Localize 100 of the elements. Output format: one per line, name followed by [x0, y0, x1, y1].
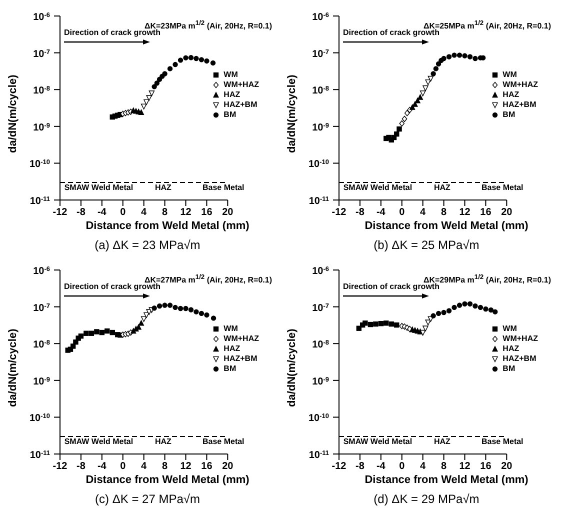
point [167, 302, 173, 308]
text: (d) ΔK = 29 MPa√m [372, 492, 480, 506]
legend-label: BM [502, 110, 516, 120]
y-tick-label: 10$^{-6}$ [312, 266, 330, 277]
legend-label: WM [502, 70, 517, 80]
x-tick-label: -4 [376, 461, 386, 472]
annotation: Direction of crack growth [343, 28, 440, 38]
y-tick-label: 10$^{-8}$ [33, 85, 50, 97]
point [94, 329, 100, 334]
x-tick-label: 20 [222, 207, 234, 218]
x-axis-title: Distance from Weld Metal (mm) [84, 474, 250, 486]
x-tick-label: 12 [180, 207, 192, 218]
legend-label: HAZ+BM [502, 100, 536, 110]
point [422, 85, 428, 92]
y-tick-label: 10$^{-6}$ [312, 12, 330, 23]
point [472, 303, 478, 309]
point [210, 316, 216, 321]
x-tick-label: -4 [97, 207, 107, 218]
annotation: Base Metal [201, 183, 246, 193]
point [356, 326, 362, 331]
x-tick-label: -12 [52, 461, 68, 472]
point [394, 322, 400, 328]
point [140, 316, 147, 322]
point [138, 109, 144, 116]
legend-label: BM [224, 110, 236, 120]
legend-label: HAZ+BM [224, 100, 258, 110]
point [144, 99, 150, 106]
legend-label: HAZ+BM [224, 354, 258, 364]
y-axis-title: da/dN(m/cycle) [286, 328, 298, 407]
annotation: SMAW Weld Metal [342, 183, 414, 193]
legend-label: WM+HAZ [502, 334, 538, 344]
x-tick-label: 4 [420, 461, 426, 472]
x-tick-label: -8 [76, 207, 86, 218]
annotation: HAZ [154, 183, 172, 192]
legend-label: HAZ [502, 90, 520, 100]
point [478, 304, 484, 310]
y-tick-label: 10$^{-8}$ [312, 85, 330, 97]
point [88, 330, 94, 336]
y-tick-label: 10$^{-9}$ [33, 376, 50, 388]
y-tick-label: 10$^{-9}$ [312, 122, 330, 134]
point [456, 52, 462, 58]
x-tick-label: 4 [420, 207, 426, 218]
annotation: Base Metal [480, 437, 524, 447]
x-tick-label: 4 [141, 461, 148, 472]
x-tick-label: 8 [162, 207, 168, 218]
point [462, 301, 468, 306]
point [483, 306, 488, 312]
x-tick-label: -4 [97, 461, 107, 472]
point [198, 310, 204, 316]
point [422, 326, 428, 332]
x-tick-label: 16 [201, 207, 213, 218]
y-axis-title: da/dN(m/cycle) [6, 74, 19, 153]
point [404, 110, 410, 116]
y-tick-label: 10$^{-9}$ [33, 122, 50, 134]
legend-label: HAZ [224, 90, 240, 100]
point [410, 104, 416, 110]
x-tick-label: 16 [480, 207, 492, 218]
x-tick-label: 12 [459, 207, 471, 218]
legend-label: BM [224, 364, 236, 374]
point [441, 310, 446, 316]
legend-label: WM+HAZ [224, 80, 259, 90]
annotation: Direction of crack growth [64, 28, 160, 38]
x-tick-label: 8 [441, 207, 448, 218]
point [162, 302, 168, 308]
point [183, 55, 188, 60]
legend-label: WM+HAZ [502, 80, 538, 90]
point [210, 60, 216, 66]
legend-label: WM [502, 324, 517, 334]
point [436, 61, 442, 66]
point [452, 304, 457, 310]
point [99, 330, 105, 336]
point [78, 333, 84, 339]
x-tick-label: 20 [222, 461, 234, 472]
point [172, 62, 178, 68]
annotation: SMAW Weld Metal [63, 183, 134, 193]
y-tick-label: 10$^{-11}$ [308, 196, 330, 207]
x-tick-label: -12 [332, 207, 347, 218]
point [154, 80, 160, 86]
point [430, 71, 436, 76]
point [488, 307, 494, 313]
y-axis-title: da/dN(m/cycle) [6, 328, 19, 407]
y-tick-label: 10$^{-8}$ [312, 339, 330, 351]
x-tick-label: -12 [332, 461, 347, 472]
point [110, 330, 115, 336]
annotation: HAZ [154, 437, 172, 446]
x-tick-label: 0 [120, 461, 126, 472]
x-tick-label: 0 [120, 207, 126, 218]
legend-label: WM [224, 324, 238, 334]
x-tick-label: 20 [501, 461, 513, 472]
y-tick-label: 10$^{-10}$ [29, 412, 50, 424]
y-tick-label: 10$^{-8}$ [33, 339, 50, 351]
x-tick-label: -8 [76, 461, 86, 472]
point [178, 306, 184, 312]
point [140, 104, 147, 110]
point [492, 309, 498, 314]
x-tick-label: 12 [459, 461, 471, 472]
x-tick-label: 8 [162, 461, 168, 472]
x-axis-title: Distance from Weld Metal (mm) [84, 220, 250, 232]
legend-label: WM+HAZ [224, 334, 259, 344]
point [138, 320, 144, 326]
